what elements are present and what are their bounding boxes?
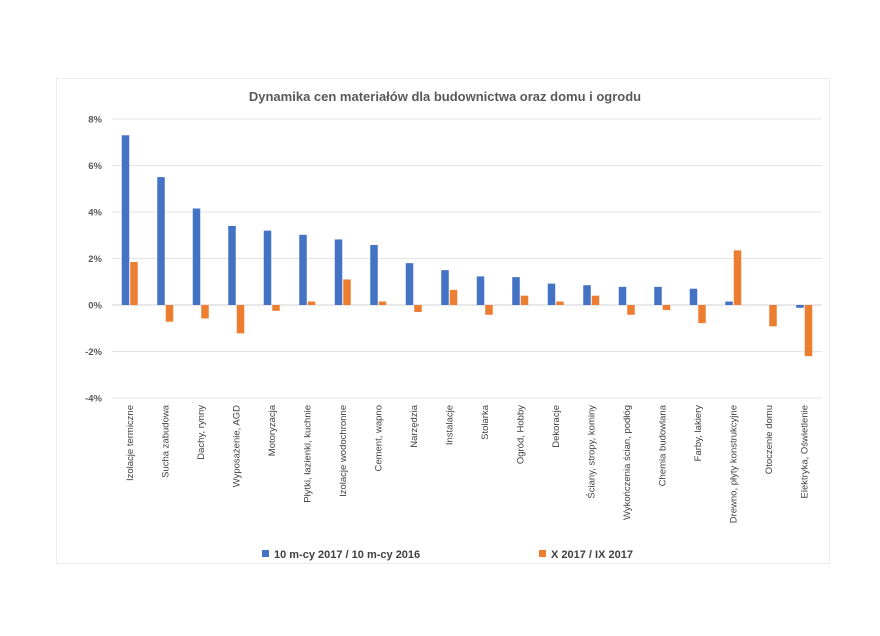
y-tick-label: 0% [88, 301, 102, 312]
y-tick-label: 4% [88, 208, 102, 219]
chart-area [56, 78, 830, 564]
x-category-label: Wyposażenie, AGD [231, 405, 242, 487]
bar-series-1 [263, 230, 272, 305]
bar-series-2 [201, 305, 209, 319]
bar-series-2 [307, 301, 316, 305]
chart-title: Dynamika cen materiałów dla budownictwa … [249, 89, 641, 104]
x-category-label: Farby, lakiery [693, 405, 704, 462]
bar-series-1 [725, 301, 733, 305]
y-tick-label: -2% [85, 347, 102, 358]
bar-series-1 [334, 239, 343, 305]
bar-series-1 [476, 276, 485, 305]
x-category-label: Wykończenia ścian, podłóg [622, 405, 633, 520]
bar-series-2 [769, 305, 777, 327]
x-category-label: Otoczenie domu [764, 405, 775, 474]
bar-series-1 [796, 305, 804, 308]
x-category-label: Instalacje [444, 405, 455, 445]
bar-series-2 [662, 305, 671, 311]
legend-label-series-1: 10 m-cy 2017 / 10 m-cy 2016 [274, 549, 420, 561]
bar-series-2 [378, 301, 387, 305]
x-category-label: Płytki, łazienki, kuchnie [302, 405, 313, 503]
x-category-label: Elektryka, Oświetlenie [799, 405, 810, 498]
bar-series-2 [449, 289, 458, 305]
bar-series-2 [414, 305, 422, 312]
bar-series-2 [236, 305, 245, 334]
bar-series-1 [228, 225, 236, 305]
y-axis-ticks: 8% 6% 4% 2% 0% -2% -4% [85, 115, 102, 405]
bar-series-1 [405, 263, 414, 305]
bar-series-2 [698, 305, 706, 324]
bar-series-2 [343, 279, 351, 305]
bar-series-1 [618, 286, 627, 305]
legend-swatch-series-1 [262, 550, 269, 557]
bar-series-2 [804, 305, 813, 357]
bar-series-1 [192, 208, 201, 305]
bar-series-1 [512, 277, 520, 305]
y-tick-label: -4% [85, 394, 102, 405]
legend-label-series-2: X 2017 / IX 2017 [551, 549, 633, 561]
y-tick-label: 6% [88, 161, 102, 172]
x-category-label: Drewno, płyty konstrukcyjne [728, 405, 739, 523]
bar-series-2 [520, 295, 529, 305]
bar-series-1 [370, 245, 378, 305]
bar-series-2 [272, 305, 280, 311]
x-category-label: Motoryzacja [267, 404, 278, 456]
bar-series-2 [130, 261, 138, 305]
gridlines [112, 118, 822, 399]
legend-swatch-series-2 [539, 550, 546, 557]
x-category-label: Chemia budowlana [657, 404, 668, 486]
y-tick-label: 8% [88, 115, 102, 126]
y-tick-label: 2% [88, 254, 102, 265]
bar-series-2 [556, 301, 564, 305]
x-category-label: Sucha zabudowa [160, 404, 171, 478]
bar-series-1 [121, 135, 130, 305]
bar-series-1 [441, 270, 449, 305]
bar-series-2 [627, 305, 635, 315]
bar-series-1 [654, 286, 662, 305]
bar-series-2 [165, 305, 174, 322]
bar-series-2 [733, 250, 742, 305]
x-category-label: Ogród, Hobby [515, 405, 526, 464]
legend: 10 m-cy 2017 / 10 m-cy 2016 X 2017 / IX … [262, 549, 633, 561]
x-category-label: Ściany, stropy, kominy [585, 405, 597, 499]
bar-series-1 [583, 285, 591, 305]
bar-series-1 [299, 234, 307, 305]
bar-series-2 [591, 295, 600, 305]
x-category-label: Cement, wapno [373, 405, 384, 472]
x-category-label: Izolacje wodochronne [338, 405, 349, 497]
bar-series-1 [689, 288, 698, 305]
bar-series-2 [485, 305, 493, 315]
bar-series-1 [157, 177, 165, 305]
x-category-label: Izolacje termiczne [125, 405, 136, 481]
x-axis-category-labels: Izolacje termiczne Sucha zabudowa Dachy, r… [125, 404, 811, 523]
bar-series-1 [547, 283, 556, 305]
x-category-label: Narzędzia [409, 404, 420, 447]
x-category-label: Stolarka [480, 404, 491, 440]
bars [121, 135, 813, 357]
x-category-label: Dachy, rynny [196, 405, 207, 460]
x-category-label: Dekoracje [551, 405, 562, 448]
